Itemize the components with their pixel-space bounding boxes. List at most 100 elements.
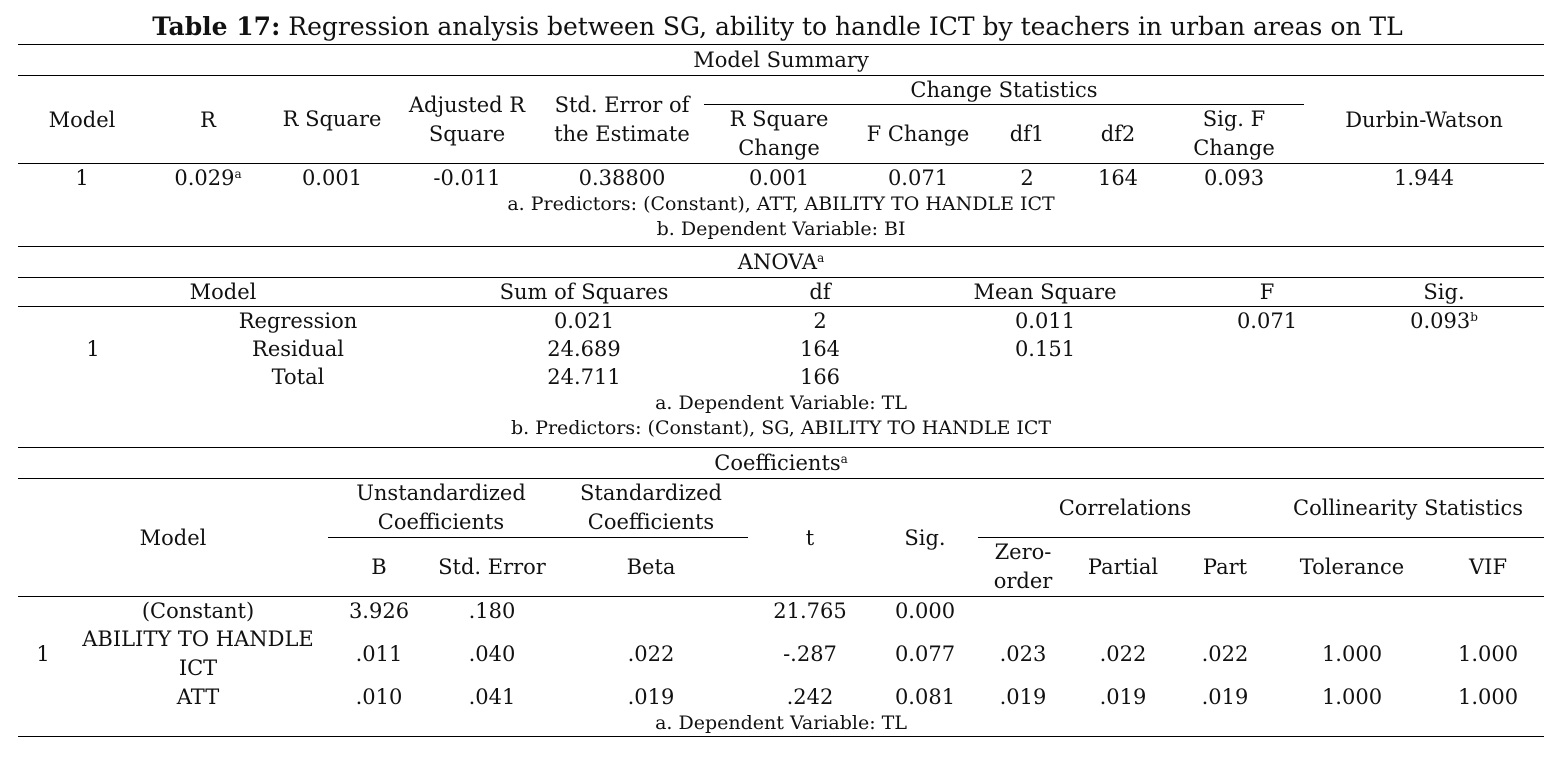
anova-cell bbox=[1344, 363, 1544, 391]
co-note-a: a. Dependent Variable: TL bbox=[18, 711, 1545, 737]
co-header-std-error: Std. Error bbox=[430, 537, 554, 597]
model-summary-caption: Model Summary bbox=[18, 44, 1545, 76]
co-cell: .041 bbox=[468, 685, 516, 709]
co-header-correlations: Correlations bbox=[978, 478, 1272, 538]
ms-cell-adjusted-r-square: -0.011 bbox=[433, 166, 501, 190]
anova-cell: 0.071 bbox=[1236, 309, 1298, 333]
co-cell: 1.000 bbox=[1457, 642, 1519, 666]
anova-cell: 0.151 bbox=[1014, 337, 1076, 361]
co-cell bbox=[554, 597, 748, 626]
co-cell: .040 bbox=[468, 642, 516, 666]
anova-cell bbox=[1190, 363, 1344, 391]
ms-header-change-statistics: Change Statistics bbox=[704, 75, 1304, 105]
anova-model-number: 1 bbox=[86, 337, 100, 361]
co-header-b: B bbox=[328, 537, 430, 597]
co-header-sig: Sig. bbox=[872, 478, 978, 597]
co-cell: 1.000 bbox=[1321, 685, 1383, 709]
anova-header-mean-square: Mean Square bbox=[900, 277, 1190, 307]
ms-cell-r: 0.029a bbox=[174, 166, 242, 190]
ms-cell-df2: 164 bbox=[1097, 166, 1139, 190]
ms-header-df2: df2 bbox=[1072, 104, 1164, 164]
co-cell: 1.000 bbox=[1457, 685, 1519, 709]
co-cell bbox=[978, 597, 1068, 626]
anova-table: ANOVAa Model Sum of Squares df Mean Squa… bbox=[18, 246, 1545, 441]
ms-header-model: Model bbox=[18, 75, 146, 164]
co-header-vif: VIF bbox=[1432, 537, 1545, 597]
co-header-partial: Partial bbox=[1068, 537, 1178, 597]
ms-cell-std-error: 0.38800 bbox=[578, 166, 666, 190]
ms-cell-r-square: 0.001 bbox=[301, 166, 363, 190]
ms-cell-model: 1 bbox=[75, 166, 89, 190]
anova-row-label: Total bbox=[271, 365, 325, 389]
co-header-collinearity: Collinearity Statistics bbox=[1272, 478, 1545, 538]
co-cell: -.287 bbox=[783, 642, 837, 666]
anova-header-sig: Sig. bbox=[1344, 277, 1545, 307]
co-row-label: ABILITY TO HANDLE ICT bbox=[82, 627, 314, 680]
ms-cell-durbin-watson: 1.944 bbox=[1393, 166, 1455, 190]
ms-header-durbin-watson: Durbin-Watson bbox=[1304, 75, 1545, 164]
co-cell bbox=[1432, 597, 1544, 626]
anova-header-df: df bbox=[740, 277, 900, 307]
anova-header-f: F bbox=[1190, 277, 1344, 307]
ms-header-std-error: Std. Error of the Estimate bbox=[540, 75, 704, 164]
anova-caption: ANOVAa bbox=[18, 246, 1545, 278]
co-row-label: ATT bbox=[176, 685, 220, 709]
co-cell: .019 bbox=[1099, 685, 1147, 709]
ms-header-r: R bbox=[146, 75, 270, 164]
anova-row-label: Regression bbox=[238, 309, 358, 333]
co-header-zero-order: Zero-order bbox=[978, 537, 1068, 597]
co-cell: 3.926 bbox=[348, 599, 410, 623]
anova-cell: 0.093b bbox=[1410, 309, 1478, 333]
anova-header-sum-of-squares: Sum of Squares bbox=[428, 277, 740, 307]
co-cell bbox=[1068, 597, 1178, 626]
co-cell: .010 bbox=[355, 685, 403, 709]
anova-cell bbox=[1190, 335, 1344, 363]
table-row: Total 24.711 166 bbox=[18, 363, 1544, 391]
co-cell: .022 bbox=[627, 642, 675, 666]
co-header-part: Part bbox=[1178, 537, 1272, 597]
anova-cell bbox=[1344, 335, 1544, 363]
table-row: 1 (Constant) 3.926 .180 21.765 0.000 bbox=[18, 597, 1544, 666]
ms-cell-df1: 2 bbox=[1020, 166, 1034, 190]
table-row: ATT .010 .041 .019 .242 0.081 .019 .019 … bbox=[18, 683, 1544, 711]
anova-cell: 166 bbox=[799, 365, 841, 389]
co-cell bbox=[1272, 597, 1432, 626]
co-header-standardized: Standardized Coefficients bbox=[554, 478, 748, 538]
co-row-label: (Constant) bbox=[141, 599, 255, 623]
anova-note-a: a. Dependent Variable: TL bbox=[655, 392, 907, 414]
anova-cell bbox=[900, 363, 1190, 391]
anova-cell: 24.711 bbox=[547, 365, 621, 389]
ms-cell-f-change: 0.071 bbox=[887, 166, 949, 190]
co-cell: 1.000 bbox=[1321, 642, 1383, 666]
coefficients-caption: Coefficientsa bbox=[18, 447, 1545, 479]
table-title: Table 17: Regression analysis between SG… bbox=[0, 12, 1555, 42]
co-cell: .011 bbox=[355, 642, 403, 666]
ms-note-a: a. Predictors: (Constant), ATT, ABILITY … bbox=[507, 193, 1055, 215]
co-cell: .019 bbox=[627, 685, 675, 709]
co-header-t: t bbox=[748, 478, 872, 597]
anova-header-model: Model bbox=[18, 277, 428, 307]
anova-cell: 24.689 bbox=[547, 337, 621, 361]
table-title-text: Regression analysis between SG, ability … bbox=[280, 12, 1403, 41]
table-number: Table 17: bbox=[152, 12, 281, 41]
co-header-unstandardized: Unstandardized Coefficients bbox=[328, 478, 554, 538]
anova-cell: 0.011 bbox=[1014, 309, 1076, 333]
co-cell: .242 bbox=[786, 685, 834, 709]
anova-cell: 0.021 bbox=[553, 309, 615, 333]
table-row: ABILITY TO HANDLE ICT .011 .040 .022 -.2… bbox=[18, 625, 1544, 683]
ms-header-sig-f-change: Sig. F Change bbox=[1164, 104, 1304, 164]
co-header-model: Model bbox=[18, 478, 328, 597]
co-cell: 21.765 bbox=[773, 599, 847, 623]
table-row: 1 0.029a 0.001 -0.011 0.38800 0.001 0.07… bbox=[18, 164, 1544, 193]
co-cell: 0.000 bbox=[894, 599, 956, 623]
anova-cell: 2 bbox=[813, 309, 827, 333]
co-model-number: 1 bbox=[36, 642, 50, 666]
ms-header-r-square-change: R Square Change bbox=[704, 104, 854, 164]
anova-note-b: b. Predictors: (Constant), SG, ABILITY T… bbox=[510, 417, 1052, 439]
table-row: Residual 24.689 164 0.151 bbox=[18, 335, 1544, 363]
co-header-tolerance: Tolerance bbox=[1272, 537, 1432, 597]
co-cell: 0.081 bbox=[894, 685, 956, 709]
co-cell: .180 bbox=[468, 599, 516, 623]
ms-cell-sig-f-change: 0.093 bbox=[1203, 166, 1265, 190]
co-cell: .022 bbox=[1201, 642, 1249, 666]
